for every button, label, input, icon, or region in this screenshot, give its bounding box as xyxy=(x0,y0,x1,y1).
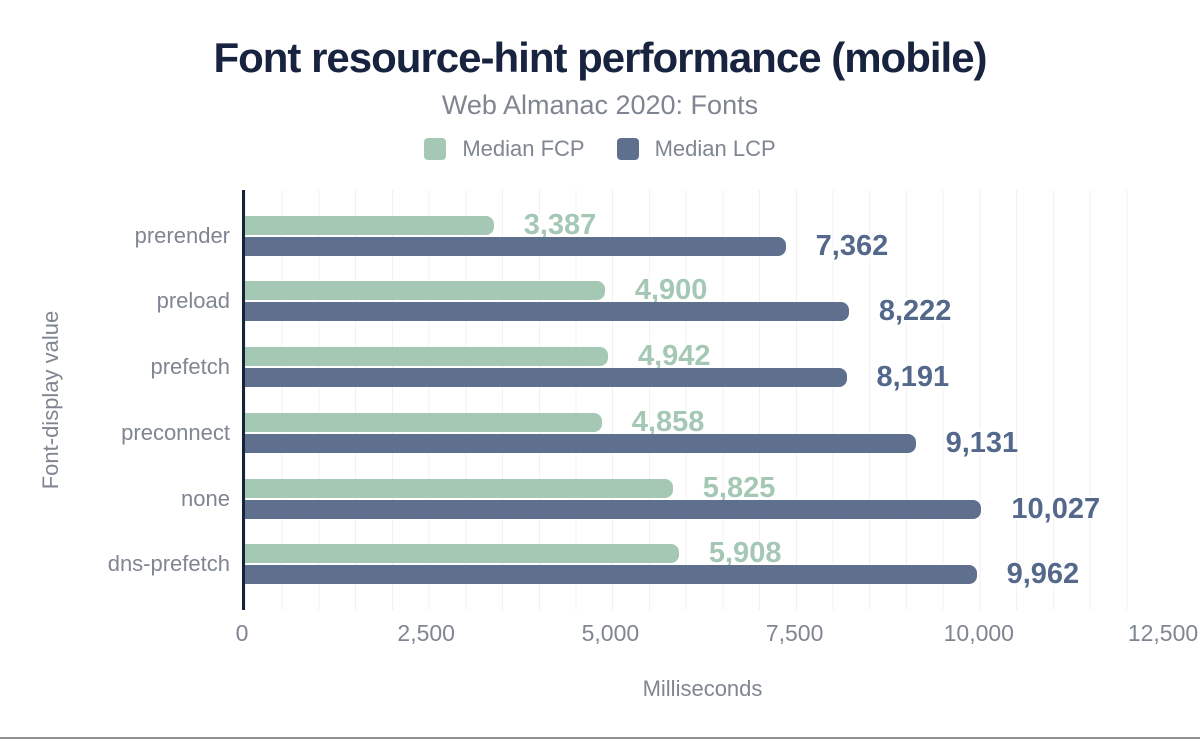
x-axis-title: Milliseconds xyxy=(642,676,763,701)
x-tick-label: 5,000 xyxy=(581,620,640,646)
fcp-bar xyxy=(245,412,602,432)
bar-group: prerender 3,387 7,362 xyxy=(135,210,1163,260)
lcp-bar xyxy=(245,565,977,585)
fcp-bar-line: 4,942 xyxy=(245,342,1163,371)
lcp-bar-line: 9,131 xyxy=(245,428,1163,457)
lcp-bar-line: 10,027 xyxy=(245,494,1163,523)
fcp-bar-line: 4,858 xyxy=(245,407,1163,436)
bar-group: prefetch 4,942 8,191 xyxy=(151,342,1163,392)
lcp-bar-line: 8,191 xyxy=(245,363,1163,392)
category-label: prerender xyxy=(134,222,230,248)
fcp-value-label: 3,387 xyxy=(523,208,597,241)
fcp-bar-line: 5,908 xyxy=(245,539,1163,568)
lcp-bar xyxy=(245,236,786,256)
lcp-bar xyxy=(245,368,847,388)
lcp-bar xyxy=(245,433,916,453)
category-label: prefetch xyxy=(150,354,231,380)
fcp-bar-line: 3,387 xyxy=(245,210,1163,239)
fcp-bar-line: 5,825 xyxy=(245,473,1163,502)
lcp-value-label: 8,191 xyxy=(876,361,950,394)
fcp-value-label: 4,942 xyxy=(637,340,711,373)
x-tick-label: 0 xyxy=(235,620,249,646)
x-tick-label: 12,500 xyxy=(1127,620,1199,646)
fcp-bar-line: 4,900 xyxy=(245,276,1163,305)
lcp-bar xyxy=(245,302,849,322)
fcp-bar xyxy=(245,478,673,498)
lcp-value-label: 7,362 xyxy=(815,229,889,262)
fcp-value-label: 5,908 xyxy=(708,537,782,570)
lcp-value-label: 9,962 xyxy=(1006,558,1080,591)
fcp-bar xyxy=(245,347,608,367)
lcp-value-label: 10,027 xyxy=(1011,492,1101,525)
category-label: dns-prefetch xyxy=(107,551,230,577)
lcp-bar-line: 8,222 xyxy=(245,297,1163,326)
bar-group: none 5,825 10,027 xyxy=(181,473,1163,523)
legend-swatch-fcp-icon xyxy=(424,138,447,160)
chart-subtitle: Web Almanac 2020: Fonts xyxy=(441,90,759,120)
fcp-value-label: 4,858 xyxy=(631,405,705,438)
bar-group: preconnect 4,858 9,131 xyxy=(121,407,1163,457)
lcp-bar-line: 9,962 xyxy=(245,560,1163,589)
legend-item-median-lcp: Median LCP xyxy=(616,136,776,162)
x-tick-label: 7,500 xyxy=(765,620,824,646)
x-tick-label: 2,500 xyxy=(397,620,455,646)
fcp-bar xyxy=(245,544,679,564)
legend-swatch-lcp-icon xyxy=(616,138,639,160)
category-label: none xyxy=(181,485,230,511)
legend-label-lcp: Median LCP xyxy=(654,136,776,161)
lcp-value-label: 9,131 xyxy=(945,426,1019,459)
lcp-bar xyxy=(245,499,982,519)
y-axis-title: Font-display value xyxy=(38,310,63,490)
lcp-value-label: 8,222 xyxy=(878,295,952,328)
category-label: preload xyxy=(156,288,230,314)
fcp-value-label: 5,825 xyxy=(702,471,776,504)
category-label: preconnect xyxy=(121,419,230,445)
x-axis-tick-labels: 0 2,500 5,000 7,500 10,000 12,500 xyxy=(236,620,1199,646)
lcp-bar-line: 7,362 xyxy=(245,231,1163,260)
legend-label-fcp: Median FCP xyxy=(462,136,585,161)
bar-group: preload 4,900 8,222 xyxy=(157,276,1163,326)
fcp-bar xyxy=(245,215,494,235)
x-tick-label: 10,000 xyxy=(943,620,1014,646)
plot-area: prerender 3,387 7,362 preload 4,900 8,222 pref… xyxy=(108,190,1163,610)
legend-item-median-fcp: Median FCP xyxy=(424,136,585,162)
bottom-divider xyxy=(0,737,1200,739)
chart-title: Font resource-hint performance (mobile) xyxy=(213,34,987,81)
fcp-bar xyxy=(245,281,605,301)
legend: Median FCP Median LCP xyxy=(0,136,1200,162)
fcp-value-label: 4,900 xyxy=(634,274,708,307)
bar-group: dns-prefetch 5,908 9,962 xyxy=(108,539,1163,589)
